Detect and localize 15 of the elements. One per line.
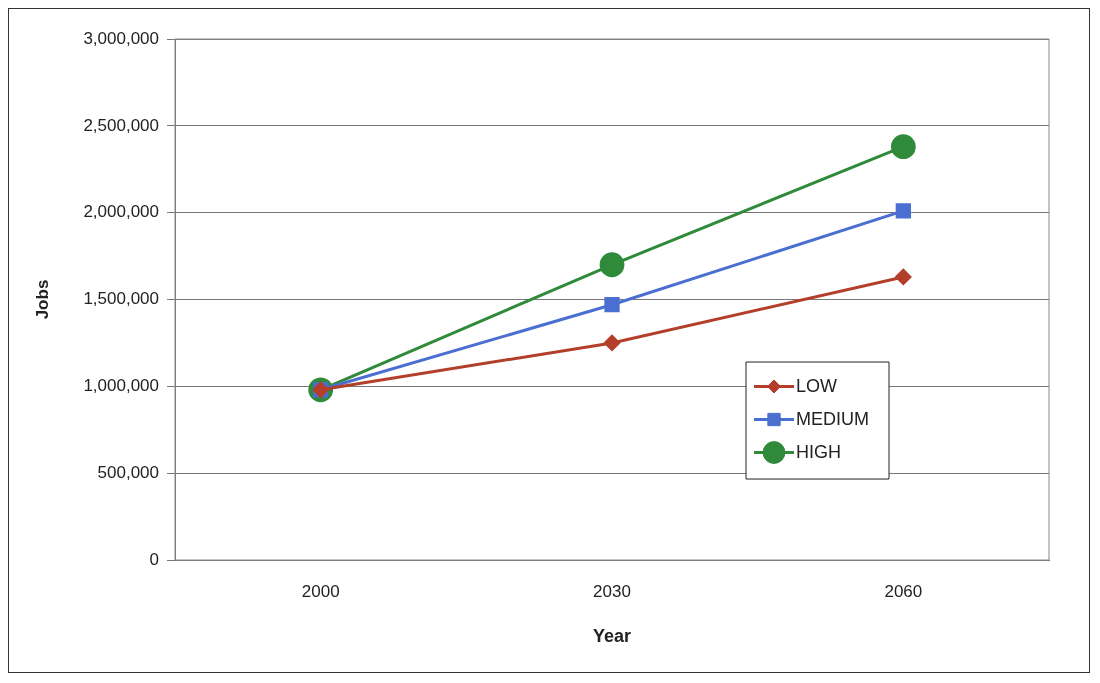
legend-label: MEDIUM	[796, 409, 869, 430]
y-tick-label: 1,500,000	[83, 289, 160, 309]
x-axis-title: Year	[592, 626, 632, 647]
y-axis-title: Jobs	[32, 279, 52, 320]
y-tick-label: 2,000,000	[83, 202, 160, 222]
x-tick-label: 2000	[301, 581, 340, 601]
y-tick-label: 3,000,000	[83, 28, 160, 48]
y-tick-label: 0	[149, 549, 160, 569]
y-tick-label: 1,000,000	[83, 376, 160, 396]
legend-label: HIGH	[796, 442, 841, 463]
legend-label: LOW	[796, 376, 838, 397]
y-tick-label: 2,500,000	[83, 115, 160, 135]
x-tick-label: 2060	[884, 581, 923, 601]
x-tick-label: 2030	[593, 581, 631, 601]
y-tick-label: 500,000	[97, 462, 160, 482]
